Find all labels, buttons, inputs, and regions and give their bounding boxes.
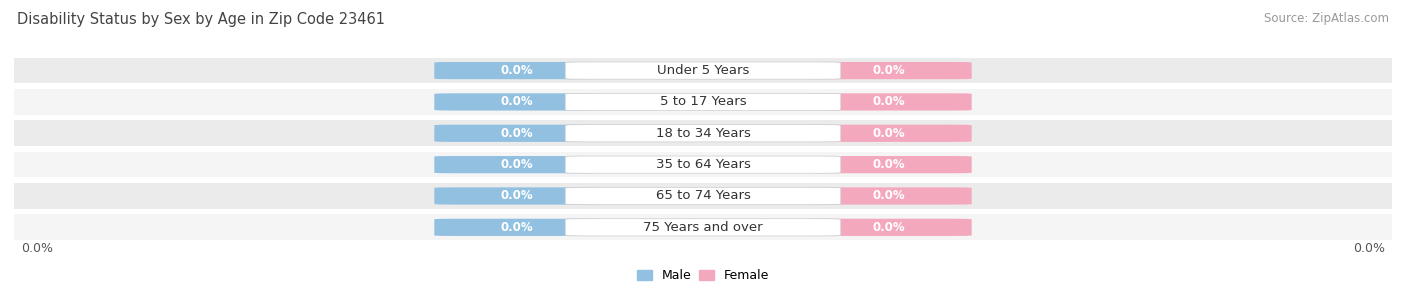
- Text: Source: ZipAtlas.com: Source: ZipAtlas.com: [1264, 12, 1389, 25]
- Text: 0.0%: 0.0%: [1353, 242, 1385, 255]
- Text: 18 to 34 Years: 18 to 34 Years: [655, 127, 751, 140]
- FancyBboxPatch shape: [806, 156, 972, 173]
- Text: 75 Years and over: 75 Years and over: [643, 221, 763, 234]
- Text: 0.0%: 0.0%: [873, 158, 905, 171]
- Text: 0.0%: 0.0%: [873, 127, 905, 140]
- FancyBboxPatch shape: [434, 187, 599, 205]
- Text: 0.0%: 0.0%: [21, 242, 53, 255]
- Legend: Male, Female: Male, Female: [631, 264, 775, 287]
- Text: 0.0%: 0.0%: [873, 64, 905, 77]
- FancyBboxPatch shape: [14, 152, 1392, 178]
- FancyBboxPatch shape: [434, 62, 599, 79]
- Text: 5 to 17 Years: 5 to 17 Years: [659, 95, 747, 109]
- FancyBboxPatch shape: [565, 156, 841, 173]
- Text: 0.0%: 0.0%: [501, 158, 533, 171]
- FancyBboxPatch shape: [14, 89, 1392, 115]
- Text: 0.0%: 0.0%: [501, 95, 533, 109]
- Text: 0.0%: 0.0%: [501, 64, 533, 77]
- Text: 0.0%: 0.0%: [873, 95, 905, 109]
- Text: 35 to 64 Years: 35 to 64 Years: [655, 158, 751, 171]
- FancyBboxPatch shape: [565, 125, 841, 142]
- FancyBboxPatch shape: [434, 219, 599, 236]
- FancyBboxPatch shape: [14, 120, 1392, 146]
- Text: 0.0%: 0.0%: [501, 127, 533, 140]
- Text: 0.0%: 0.0%: [873, 189, 905, 202]
- FancyBboxPatch shape: [565, 187, 841, 205]
- Text: Under 5 Years: Under 5 Years: [657, 64, 749, 77]
- FancyBboxPatch shape: [806, 187, 972, 205]
- FancyBboxPatch shape: [14, 215, 1392, 240]
- Text: 0.0%: 0.0%: [873, 221, 905, 234]
- FancyBboxPatch shape: [806, 62, 972, 79]
- FancyBboxPatch shape: [14, 58, 1392, 83]
- FancyBboxPatch shape: [565, 62, 841, 79]
- Text: 0.0%: 0.0%: [501, 221, 533, 234]
- FancyBboxPatch shape: [434, 125, 599, 142]
- FancyBboxPatch shape: [565, 219, 841, 236]
- Text: Disability Status by Sex by Age in Zip Code 23461: Disability Status by Sex by Age in Zip C…: [17, 12, 385, 27]
- FancyBboxPatch shape: [806, 93, 972, 111]
- FancyBboxPatch shape: [434, 156, 599, 173]
- FancyBboxPatch shape: [434, 93, 599, 111]
- FancyBboxPatch shape: [565, 93, 841, 111]
- FancyBboxPatch shape: [806, 125, 972, 142]
- Text: 65 to 74 Years: 65 to 74 Years: [655, 189, 751, 202]
- FancyBboxPatch shape: [14, 183, 1392, 209]
- FancyBboxPatch shape: [806, 219, 972, 236]
- Text: 0.0%: 0.0%: [501, 189, 533, 202]
